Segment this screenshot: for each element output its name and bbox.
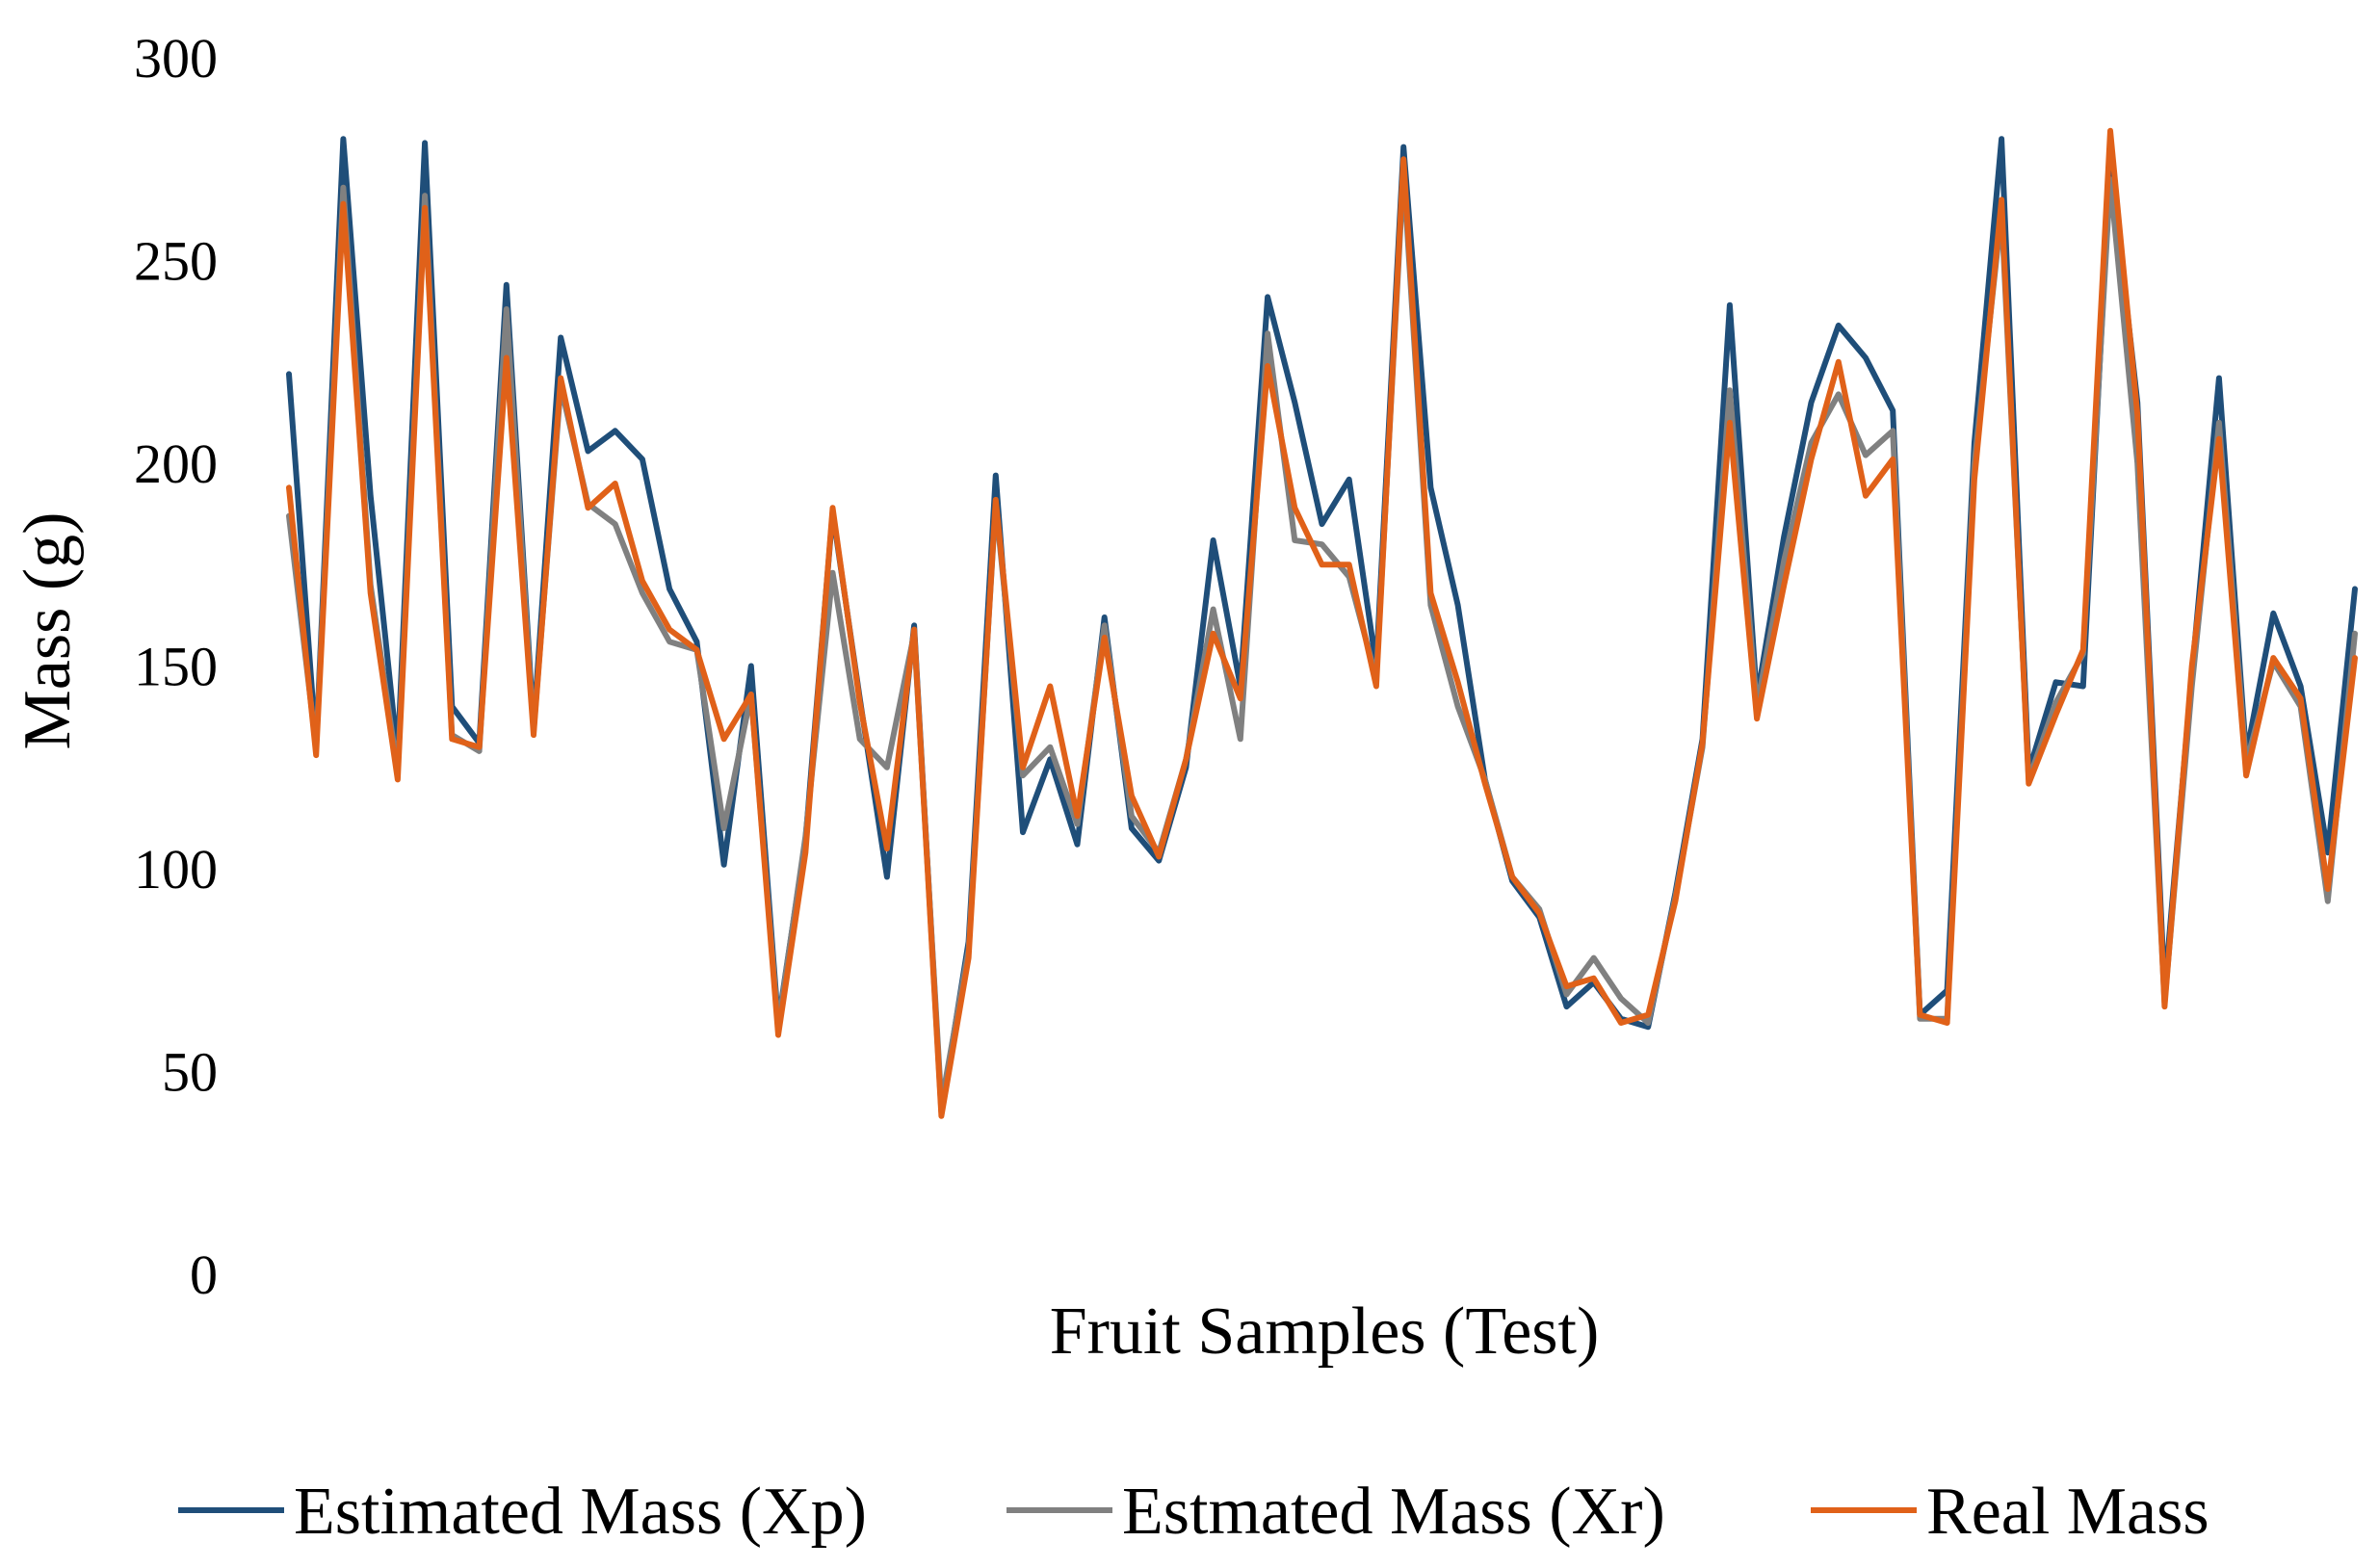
y-axis-ticks: 0 50 100 150 200 250 300	[134, 27, 218, 1306]
legend: Estimated Mass (Xp) Estmated Mass (Xr) Rea…	[178, 1475, 2209, 1549]
series-line-3	[286, 127, 2358, 1119]
x-axis-title: Fruit Samples (Test)	[1050, 1294, 1600, 1369]
y-tick-label: 100	[134, 838, 218, 901]
plot-area	[286, 127, 2358, 1119]
y-tick-label: 50	[162, 1041, 218, 1104]
legend-label-2: Estmated Mass (Xr)	[1122, 1475, 1665, 1549]
y-tick-label: 0	[190, 1243, 218, 1306]
legend-label-3: Real Mass	[1926, 1475, 2209, 1549]
series-line-2	[286, 168, 2358, 1108]
y-tick-label: 250	[134, 230, 218, 293]
y-tick-label: 300	[134, 27, 218, 90]
y-axis-title: Mass (g)	[11, 512, 85, 750]
legend-label-1: Estimated Mass (Xp)	[294, 1475, 867, 1549]
y-tick-label: 200	[134, 432, 218, 495]
y-tick-label: 150	[134, 636, 218, 698]
series-line-1	[286, 136, 2358, 1115]
